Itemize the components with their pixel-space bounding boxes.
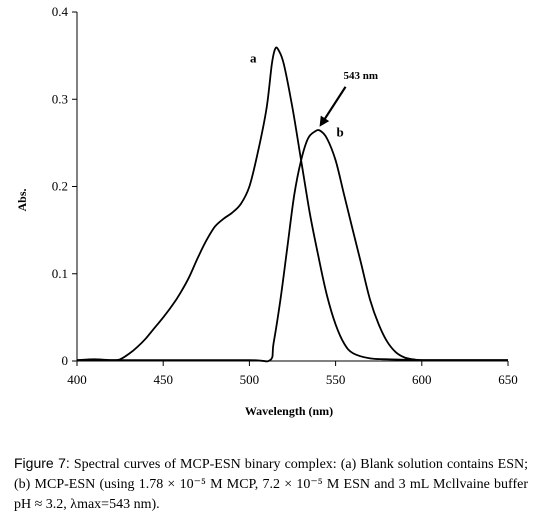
series-line-b <box>77 129 508 363</box>
y-tick-label: 0.4 <box>52 4 69 19</box>
series-label-a: a <box>250 51 257 66</box>
chart-ticks: 400 450 500 550 600 650 0 0.1 0.2 0.3 0.4 <box>52 4 518 387</box>
chart-labels: Abs. Wavelength (nm) <box>15 188 333 418</box>
spectral-chart: 400 450 500 550 600 650 0 0.1 0.2 0.3 0.4 a b 543 nm… <box>15 4 518 418</box>
series-label-b: b <box>336 125 343 140</box>
chart-series: a b 543 nm <box>76 46 508 363</box>
annotation-arrow-head <box>319 115 330 127</box>
y-axis-title: Abs. <box>15 188 29 211</box>
figure-caption: Figure 7: Spectral curves of MCP-ESN bin… <box>14 453 528 515</box>
x-tick-label: 450 <box>153 372 173 387</box>
series-line-a <box>76 46 508 362</box>
annotation-arrow-shaft <box>322 86 347 122</box>
figure-caption-prefix: Figure 7: <box>14 455 70 471</box>
figure-caption-text: Spectral curves of MCP-ESN binary comple… <box>14 457 528 512</box>
annotation-label: 543 nm <box>344 70 379 82</box>
chart-axes <box>76 12 508 362</box>
x-tick-label: 600 <box>412 372 432 387</box>
x-tick-label: 400 <box>67 372 87 387</box>
x-axis-title: Wavelength (nm) <box>245 404 333 418</box>
y-tick-label: 0 <box>62 353 69 368</box>
x-tick-label: 650 <box>498 372 518 387</box>
x-tick-label: 500 <box>240 372 260 387</box>
x-tick-label: 550 <box>326 372 346 387</box>
y-tick-label: 0.1 <box>52 266 68 281</box>
y-tick-label: 0.3 <box>52 91 68 106</box>
y-tick-label: 0.2 <box>52 179 68 194</box>
